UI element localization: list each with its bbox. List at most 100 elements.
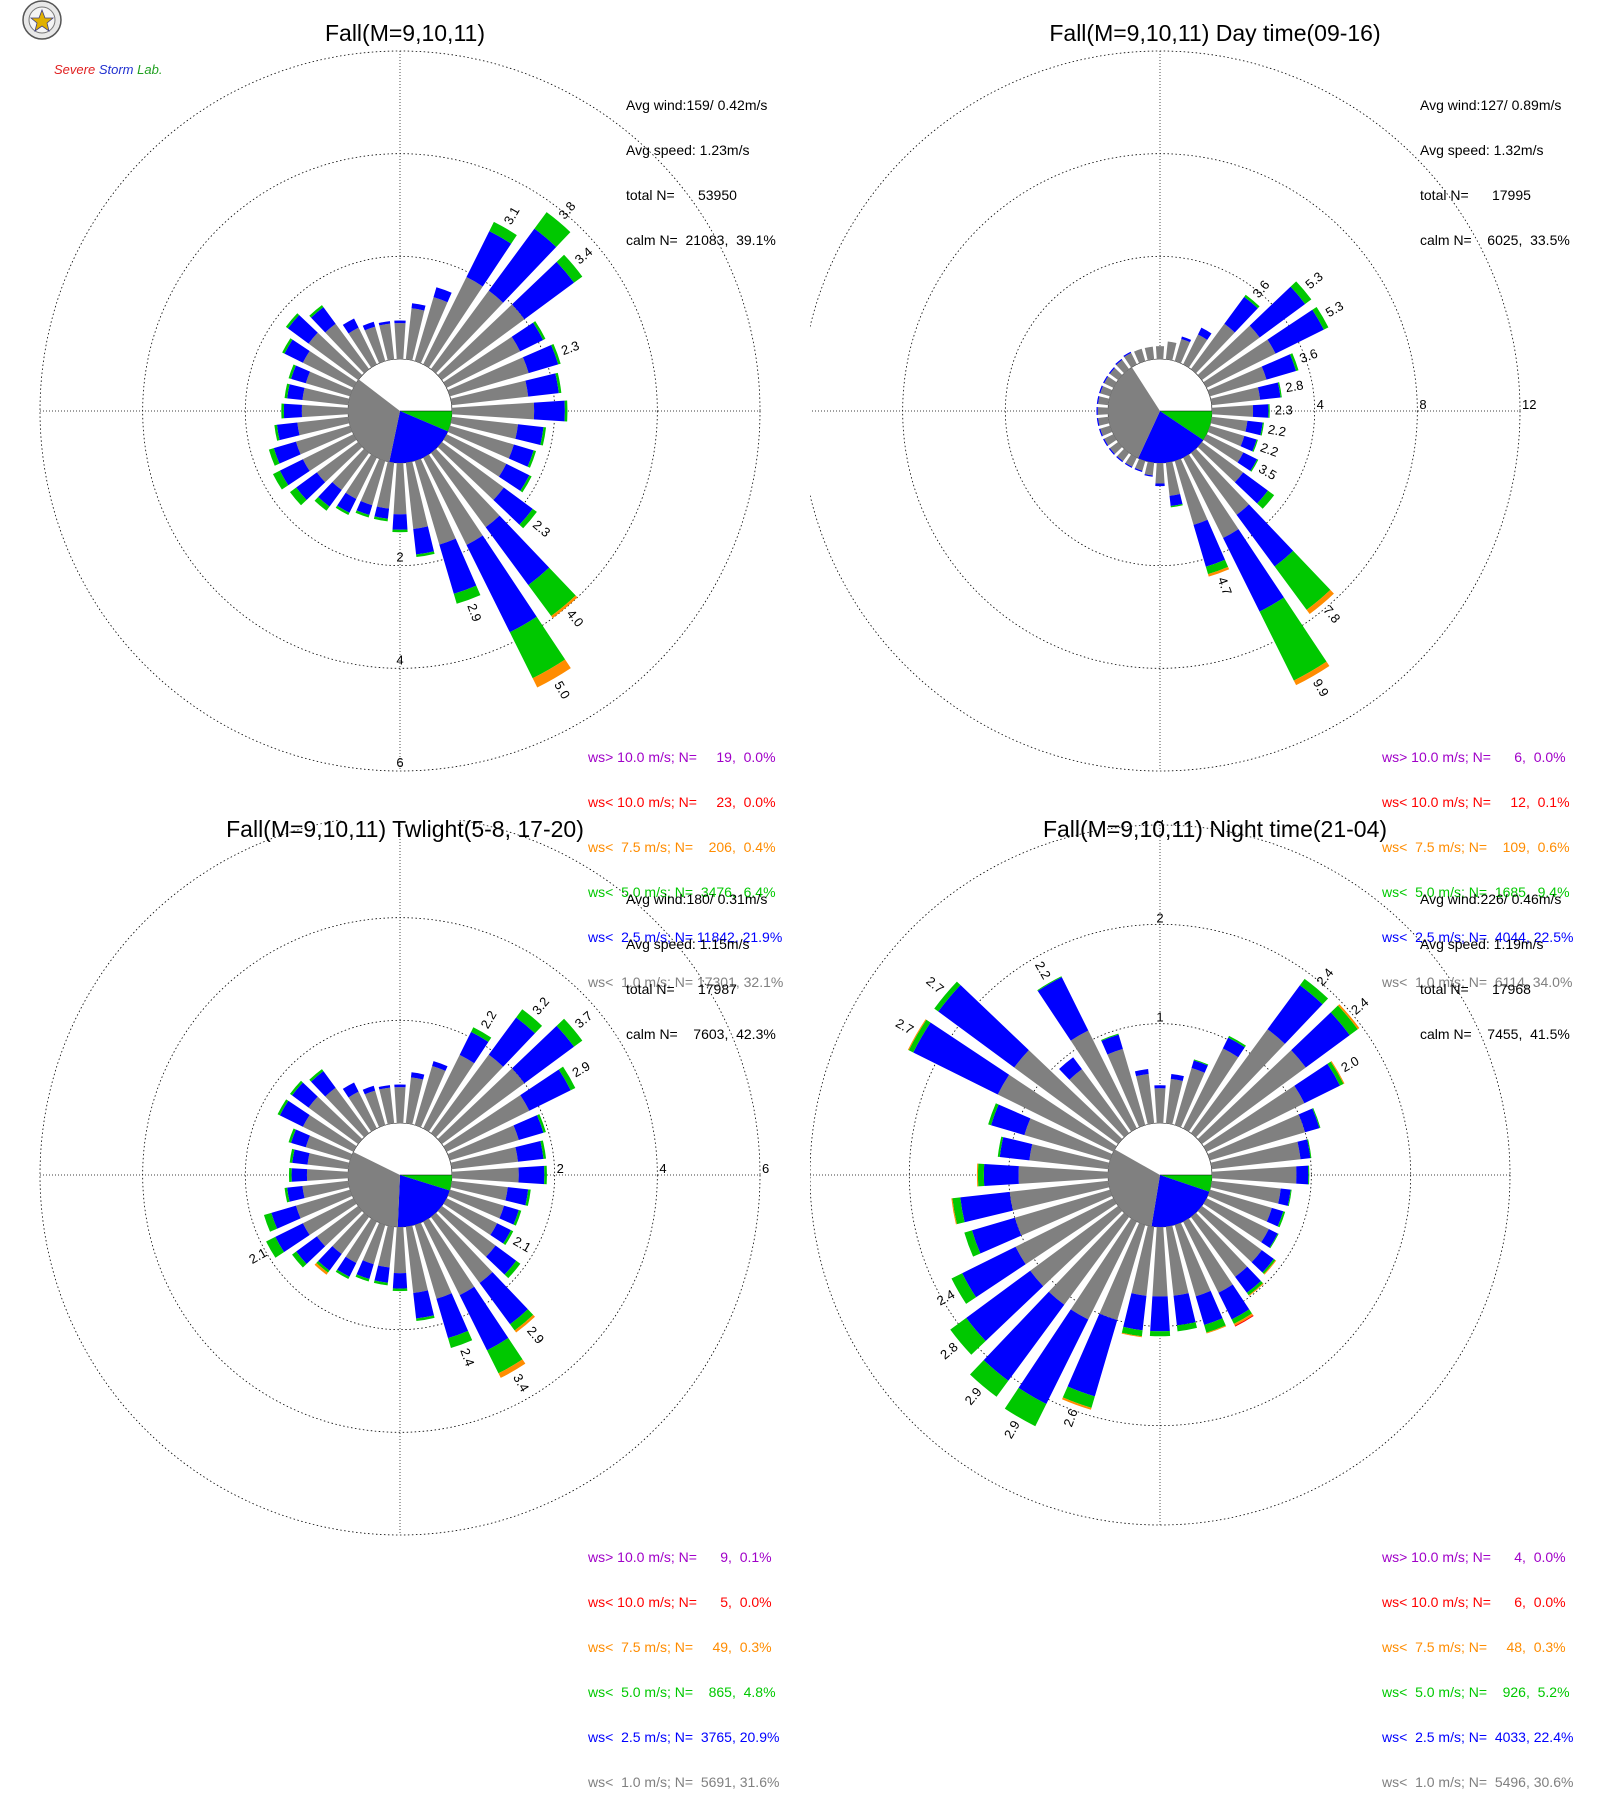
wind-bar-segment <box>316 1205 363 1247</box>
wind-bar-segment <box>1135 458 1146 471</box>
wind-bar-segment <box>503 1230 514 1245</box>
wind-bar-segment <box>983 1291 1065 1381</box>
wind-bar-segment <box>516 1009 543 1034</box>
bar-value-label: 5.3 <box>1323 298 1346 320</box>
wind-bar-segment <box>907 1019 927 1051</box>
calm-pie <box>347 1122 453 1228</box>
wind-bar-segment <box>302 387 350 406</box>
wind-bar-segment <box>1289 353 1299 371</box>
wind-bar-segment <box>1067 1313 1118 1397</box>
wind-bar-segment <box>1235 1266 1261 1293</box>
wind-bar-segment <box>335 505 350 516</box>
wind-bar-segment <box>1030 1205 1123 1287</box>
wind-bar-segment <box>392 514 408 530</box>
avg-speed-text: Avg speed: 1.23m/s <box>626 142 750 158</box>
bar-value-label: 2.2 <box>1258 440 1280 460</box>
calm-pie-slice <box>397 1175 450 1227</box>
wind-bar-segment <box>374 1265 390 1283</box>
wind-bar-segment <box>1211 405 1254 417</box>
wind-bar-segment <box>1223 529 1284 612</box>
wind-bar-segment <box>1211 1166 1297 1184</box>
bar-value-label: 4.0 <box>564 606 587 629</box>
wind-bar-segment <box>305 1135 353 1161</box>
wind-bar-segment <box>515 1141 544 1162</box>
wind-bar-segment <box>532 659 571 688</box>
wind-bar-segment <box>308 1096 363 1145</box>
wind-bar-segment <box>287 384 305 401</box>
legend-entry: ws< 7.5 m/s; N= 48, 0.3% <box>1382 1639 1566 1655</box>
avg-speed-text: Avg speed: 1.32m/s <box>1420 142 1544 158</box>
wind-bar-segment <box>508 444 534 467</box>
wind-bar-segment <box>355 1274 370 1282</box>
wind-bar-segment <box>1004 1387 1047 1427</box>
wind-bar-segment <box>437 1068 525 1145</box>
wind-bar-segment <box>306 1169 349 1181</box>
wind-bar-segment <box>1267 309 1324 354</box>
grid-ring <box>810 50 1521 772</box>
wind-bar-segment <box>558 1066 576 1091</box>
wind-bar-segment <box>1274 550 1331 610</box>
wind-bar-segment <box>1312 306 1329 330</box>
wind-bar-segment <box>436 1293 469 1339</box>
wind-bar-segment <box>1306 589 1334 614</box>
stats-box: Avg wind:226/ 0.46m/s Avg speed: 1.19m/s… <box>1420 862 1570 1072</box>
wind-bar-segment <box>288 364 296 379</box>
wind-bar-segment <box>1278 1188 1291 1206</box>
wind-bar-segment <box>1268 404 1270 418</box>
wind-bar-segment <box>1117 448 1130 462</box>
wind-bar-segment <box>487 1338 523 1374</box>
wind-bar-segment <box>999 1137 1033 1161</box>
calm-pie-slice <box>1108 1149 1160 1227</box>
wind-bar-segment <box>1218 1284 1250 1320</box>
wind-bar-segment <box>493 487 533 525</box>
wind-bar-segment <box>1193 519 1226 567</box>
wind-bar-segment <box>1096 407 1098 415</box>
wind-bar-segment <box>1099 1222 1146 1321</box>
wind-bar-segment <box>1165 461 1181 496</box>
wind-bar-segment <box>1262 1258 1276 1274</box>
wind-bar-segment <box>471 1027 492 1042</box>
wind-bar-segment <box>952 1197 965 1225</box>
wind-bar-segment <box>1203 1085 1305 1152</box>
wind-bar-segment <box>488 1017 535 1067</box>
wind-bar-segment <box>938 985 1029 1068</box>
wind-bar-segment <box>1037 977 1089 1041</box>
grid-ring <box>39 50 761 772</box>
wind-bar-segment <box>1097 407 1109 415</box>
wind-bar-segment <box>525 1189 531 1206</box>
wind-bar-segment <box>276 422 300 441</box>
wind-bar-segment <box>410 1072 425 1080</box>
wind-bar-segment <box>1134 468 1143 472</box>
wind-bar-segment <box>1205 559 1229 575</box>
wind-bars <box>1096 281 1334 686</box>
bar-value-label: 3.2 <box>529 994 552 1017</box>
wind-bar-segment <box>512 261 575 320</box>
wind-bar-segment <box>443 336 521 388</box>
wind-bar-segment <box>1190 1029 1285 1138</box>
bar-value-label: 3.1 <box>501 204 523 227</box>
wind-bars <box>907 976 1360 1427</box>
wind-bar-segment <box>1165 341 1177 361</box>
bar-value-label: 9.9 <box>1310 676 1332 699</box>
bar-value-label: 3.7 <box>572 1008 595 1031</box>
wind-rose-panel-twilight: 2 4 6 2.2 3.2 3.7 2.9 2.1 2.9 3.4 2.4 2.1 Fall(M=9,… <box>0 816 810 1790</box>
legend-entry: ws< 7.5 m/s; N= 109, 0.6% <box>1382 839 1570 855</box>
bar-value-label: 2.2 <box>1032 959 1054 982</box>
wind-bar-segment <box>439 538 477 594</box>
wind-bar-segment <box>451 402 535 420</box>
wind-bar-segment <box>1224 296 1258 333</box>
wind-bar-segment <box>997 1136 1004 1158</box>
wind-bar-segment <box>287 1185 305 1202</box>
wind-bar-segment <box>307 1153 350 1170</box>
logo-storm: Storm <box>98 62 134 77</box>
chart-title: Fall(M=9,10,11) Twlight(5-8, 17-20) <box>226 816 584 842</box>
wind-bar-segment <box>364 1090 386 1128</box>
wind-bar-segment <box>1144 461 1155 476</box>
wind-bar-segment <box>272 470 289 490</box>
wind-bar-segment <box>282 338 293 354</box>
wind-bar-segment <box>1009 1180 1110 1211</box>
wind-bar-segment <box>295 1189 353 1219</box>
bar-value-label: 2.4 <box>1313 965 1336 988</box>
wind-bar-segment <box>1260 422 1264 436</box>
calm-n-text: calm N= 7603, 42.3% <box>626 1026 776 1042</box>
